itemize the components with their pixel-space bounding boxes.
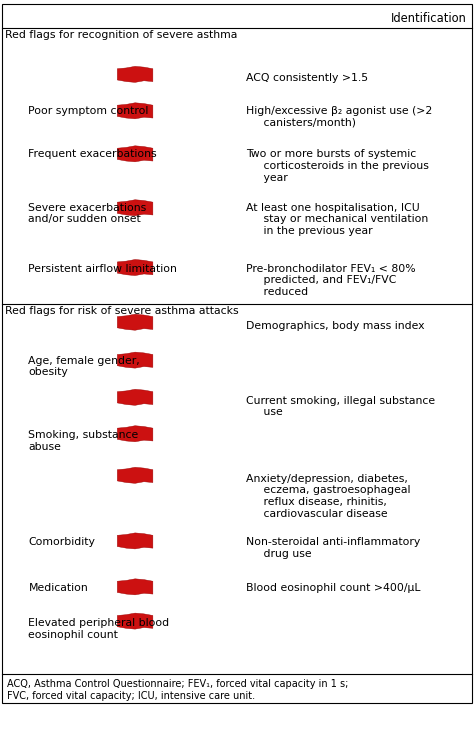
FancyBboxPatch shape <box>2 4 472 703</box>
Text: Comorbidity: Comorbidity <box>28 537 95 547</box>
Text: Poor symptom control: Poor symptom control <box>28 106 149 116</box>
Text: Persistent airflow limitation: Persistent airflow limitation <box>28 264 177 274</box>
Polygon shape <box>117 146 153 162</box>
Polygon shape <box>117 66 153 82</box>
Text: Current smoking, illegal substance
     use: Current smoking, illegal substance use <box>246 396 436 418</box>
Polygon shape <box>117 200 153 216</box>
Text: Red flags for recognition of severe asthma: Red flags for recognition of severe asth… <box>5 30 237 40</box>
Text: Pre-bronchodilator FEV₁ < 80%
     predicted, and FEV₁/FVC
     reduced: Pre-bronchodilator FEV₁ < 80% predicted,… <box>246 264 416 297</box>
Text: Smoking, substance
abuse: Smoking, substance abuse <box>28 430 139 452</box>
Text: Two or more bursts of systemic
     corticosteroids in the previous
     year: Two or more bursts of systemic corticost… <box>246 149 429 183</box>
Text: Demographics, body mass index: Demographics, body mass index <box>246 321 425 331</box>
Text: Blood eosinophil count >400/μL: Blood eosinophil count >400/μL <box>246 583 421 593</box>
Text: Non-steroidal anti-inflammatory
     drug use: Non-steroidal anti-inflammatory drug use <box>246 537 421 559</box>
Text: Red flags for risk of severe asthma attacks: Red flags for risk of severe asthma atta… <box>5 305 238 316</box>
Text: Identification: Identification <box>391 12 467 25</box>
Polygon shape <box>117 426 153 442</box>
Polygon shape <box>117 533 153 549</box>
Polygon shape <box>117 352 153 368</box>
Polygon shape <box>117 389 153 405</box>
Text: Severe exacerbations
and/or sudden onset: Severe exacerbations and/or sudden onset <box>28 203 146 225</box>
Text: At least one hospitalisation, ICU
     stay or mechanical ventilation
     in th: At least one hospitalisation, ICU stay o… <box>246 203 428 236</box>
Polygon shape <box>117 613 153 629</box>
Text: ACQ, Asthma Control Questionnaire; FEV₁, forced vital capacity in 1 s;
FVC, forc: ACQ, Asthma Control Questionnaire; FEV₁,… <box>7 679 348 701</box>
Polygon shape <box>117 314 153 330</box>
Polygon shape <box>117 103 153 119</box>
Text: Age, female gender,
obesity: Age, female gender, obesity <box>28 356 140 378</box>
Polygon shape <box>117 467 153 483</box>
Polygon shape <box>117 260 153 276</box>
Text: Anxiety/depression, diabetes,
     eczema, gastroesophageal
     reflux disease,: Anxiety/depression, diabetes, eczema, ga… <box>246 474 411 518</box>
Text: ACQ consistently >1.5: ACQ consistently >1.5 <box>246 73 369 83</box>
Text: High/excessive β₂ agonist use (>2
     canisters/month): High/excessive β₂ agonist use (>2 canist… <box>246 106 433 128</box>
Text: Frequent exacerbations: Frequent exacerbations <box>28 149 157 160</box>
Text: Elevated peripheral blood
eosinophil count: Elevated peripheral blood eosinophil cou… <box>28 618 170 640</box>
Text: Medication: Medication <box>28 583 88 593</box>
Polygon shape <box>117 579 153 595</box>
